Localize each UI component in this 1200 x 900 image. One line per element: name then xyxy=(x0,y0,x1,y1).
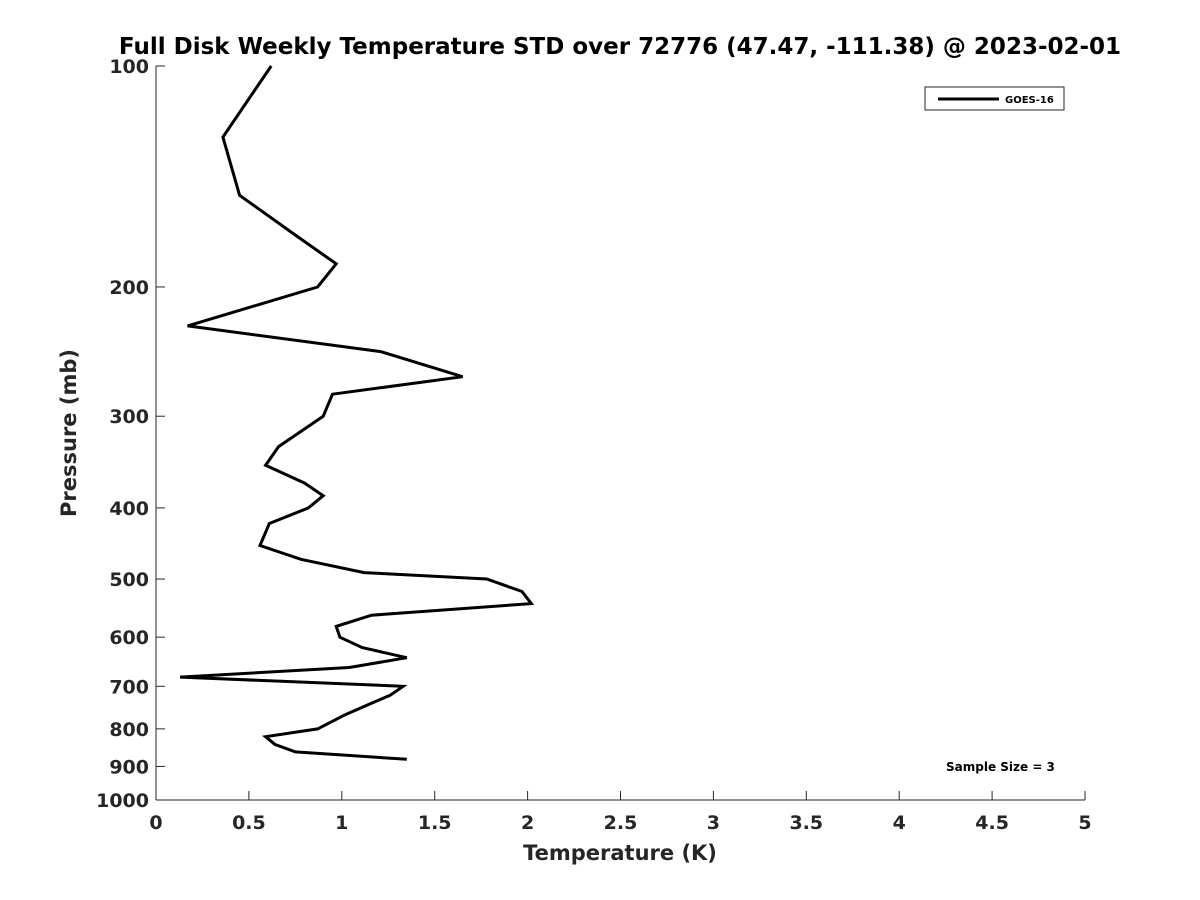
legend: GOES-16 xyxy=(924,86,1065,111)
y-tick-label: 400 xyxy=(109,498,149,520)
sample-size-annotation: Sample Size = 3 xyxy=(946,760,1055,774)
x-tick-label: 2.5 xyxy=(604,812,638,834)
x-tick-label: 5 xyxy=(1078,812,1091,834)
y-tick-label: 600 xyxy=(109,627,149,649)
y-tick-label: 900 xyxy=(109,756,149,778)
legend-label-goes-16: GOES-16 xyxy=(1005,95,1054,106)
y-axis-ticks: 100 200 300 400 500 600 700 800 900 1000 xyxy=(96,56,165,812)
y-tick-label: 800 xyxy=(109,719,149,741)
y-tick-label: 200 xyxy=(109,277,149,299)
y-tick-label: 300 xyxy=(109,406,149,428)
x-tick-label: 0 xyxy=(149,812,162,834)
x-tick-label: 3.5 xyxy=(789,812,823,834)
x-tick-label: 2 xyxy=(521,812,534,834)
y-tick-label: 1000 xyxy=(96,790,149,812)
x-tick-label: 3 xyxy=(707,812,720,834)
x-tick-label: 1 xyxy=(335,812,348,834)
x-tick-label: 4.5 xyxy=(975,812,1009,834)
x-tick-label: 0.5 xyxy=(232,812,266,834)
y-axis-label: Pressure (mb) xyxy=(57,349,81,517)
x-axis-ticks: 0 0.5 1 1.5 2 2.5 3 3.5 4 4.5 5 xyxy=(149,791,1092,834)
series-layer xyxy=(180,65,535,761)
y-tick-label: 500 xyxy=(109,569,149,591)
y-tick-label: 100 xyxy=(109,56,149,78)
x-axis-label: Temperature (K) xyxy=(523,841,717,865)
x-tick-label: 1.5 xyxy=(418,812,452,834)
y-tick-label: 700 xyxy=(109,676,149,698)
chart-title: Full Disk Weekly Temperature STD over 72… xyxy=(119,34,1121,60)
series-line-goes-16 xyxy=(180,65,535,761)
x-tick-label: 4 xyxy=(893,812,906,834)
